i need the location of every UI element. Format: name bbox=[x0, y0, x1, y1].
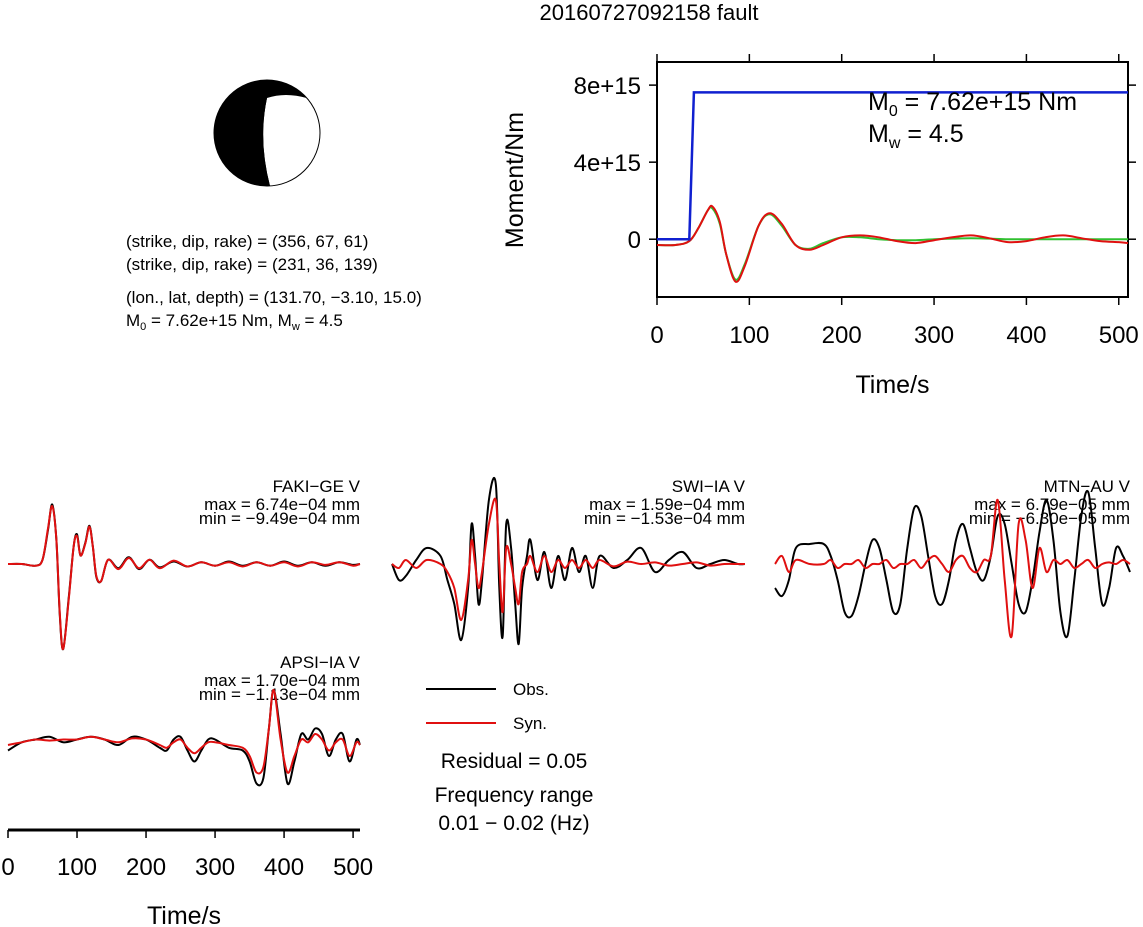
moment-x-tick-label: 300 bbox=[914, 322, 954, 349]
beachball bbox=[213, 79, 321, 187]
moment-plot: 0 100 200 300 400 500 0 4e+15 8e+15 Time/s Moment/… bbox=[501, 54, 1139, 399]
frequency-range-title: Frequency range bbox=[435, 784, 594, 807]
moment-rate-green-series bbox=[656, 206, 1128, 281]
station-label: FAKI−GE V bbox=[273, 477, 361, 496]
amplitude-min-label: min = −9.49e−04 mm bbox=[199, 509, 360, 528]
time-axis-tick-label: 400 bbox=[264, 854, 304, 881]
moment-mw-annotation: Mw = 4.5 bbox=[868, 120, 964, 152]
observed-trace bbox=[774, 489, 1131, 639]
legend-syn-label: Syn. bbox=[513, 714, 547, 733]
moment-rate-red-series bbox=[656, 204, 1129, 283]
moment-m0-annotation: M0 = 7.62e+15 Nm bbox=[868, 88, 1077, 120]
moment-x-tick-label: 0 bbox=[650, 322, 663, 349]
moment-summary: M0 = 7.62e+15 Nm, Mw = 4.5 bbox=[126, 311, 343, 333]
residual-label: Residual = 0.05 bbox=[441, 750, 588, 773]
amplitude-max-label: max = 6.74e−04 mm bbox=[204, 495, 360, 514]
observed-trace bbox=[7, 688, 361, 787]
synthetic-trace bbox=[7, 505, 361, 651]
time-axis-tick-label: 100 bbox=[57, 854, 97, 881]
time-axis-tick-label: 300 bbox=[195, 854, 235, 881]
cumulative-moment-series bbox=[657, 91, 1128, 241]
synthetic-trace bbox=[7, 688, 361, 775]
moment-x-tick-label: 100 bbox=[729, 322, 769, 349]
moment-x-tick-label: 200 bbox=[822, 322, 862, 349]
synthetic-trace bbox=[391, 497, 745, 622]
station-label: MTN−AU V bbox=[1044, 477, 1131, 496]
station-label: SWI−IA V bbox=[672, 477, 746, 496]
amplitude-min-label: min = −1.13e−04 mm bbox=[199, 685, 360, 704]
time-axis-tick-label: 500 bbox=[333, 854, 373, 881]
figure-title: 20160727092158 fault bbox=[540, 0, 759, 25]
moment-x-tick-label: 500 bbox=[1099, 322, 1139, 349]
moment-y-tick-label: 8e+15 bbox=[574, 73, 641, 100]
waveform-time-axis: 0 100 200 300 400 500 Time/s bbox=[1, 828, 373, 927]
moment-x-axis-label: Time/s bbox=[855, 371, 929, 399]
time-axis-label: Time/s bbox=[147, 902, 221, 927]
observed-trace bbox=[391, 477, 746, 646]
legend-obs-label: Obs. bbox=[513, 680, 549, 699]
amplitude-min-label: min = −6.30e−05 mm bbox=[969, 509, 1130, 528]
moment-y-tick-label: 4e+15 bbox=[574, 150, 641, 177]
legend: Obs. Syn. Residual = 0.05 Frequency rang… bbox=[426, 680, 593, 835]
amplitude-max-label: max = 1.59e−04 mm bbox=[589, 495, 745, 514]
amplitude-min-label: min = −1.53e−04 mm bbox=[584, 509, 745, 528]
station-label: APSI−IA V bbox=[280, 653, 361, 672]
moment-y-tick-label: 0 bbox=[628, 227, 641, 254]
nodal-plane-1: (strike, dip, rake) = (356, 67, 61) bbox=[126, 232, 368, 251]
nodal-plane-2: (strike, dip, rake) = (231, 36, 139) bbox=[126, 255, 378, 274]
hypocenter-location: (lon., lat, depth) = (131.70, −3.10, 15.… bbox=[126, 288, 422, 307]
moment-plot-frame bbox=[656, 61, 1129, 298]
moment-y-axis-label: Moment/Nm bbox=[501, 112, 529, 248]
moment-x-tick-label: 400 bbox=[1006, 322, 1046, 349]
amplitude-max-label: max = 1.70e−04 mm bbox=[204, 671, 360, 690]
frequency-range-value: 0.01 − 0.02 (Hz) bbox=[438, 812, 589, 835]
synthetic-trace bbox=[774, 498, 1131, 639]
time-axis-tick-label: 200 bbox=[126, 854, 166, 881]
time-axis-tick-label: 0 bbox=[1, 854, 14, 881]
